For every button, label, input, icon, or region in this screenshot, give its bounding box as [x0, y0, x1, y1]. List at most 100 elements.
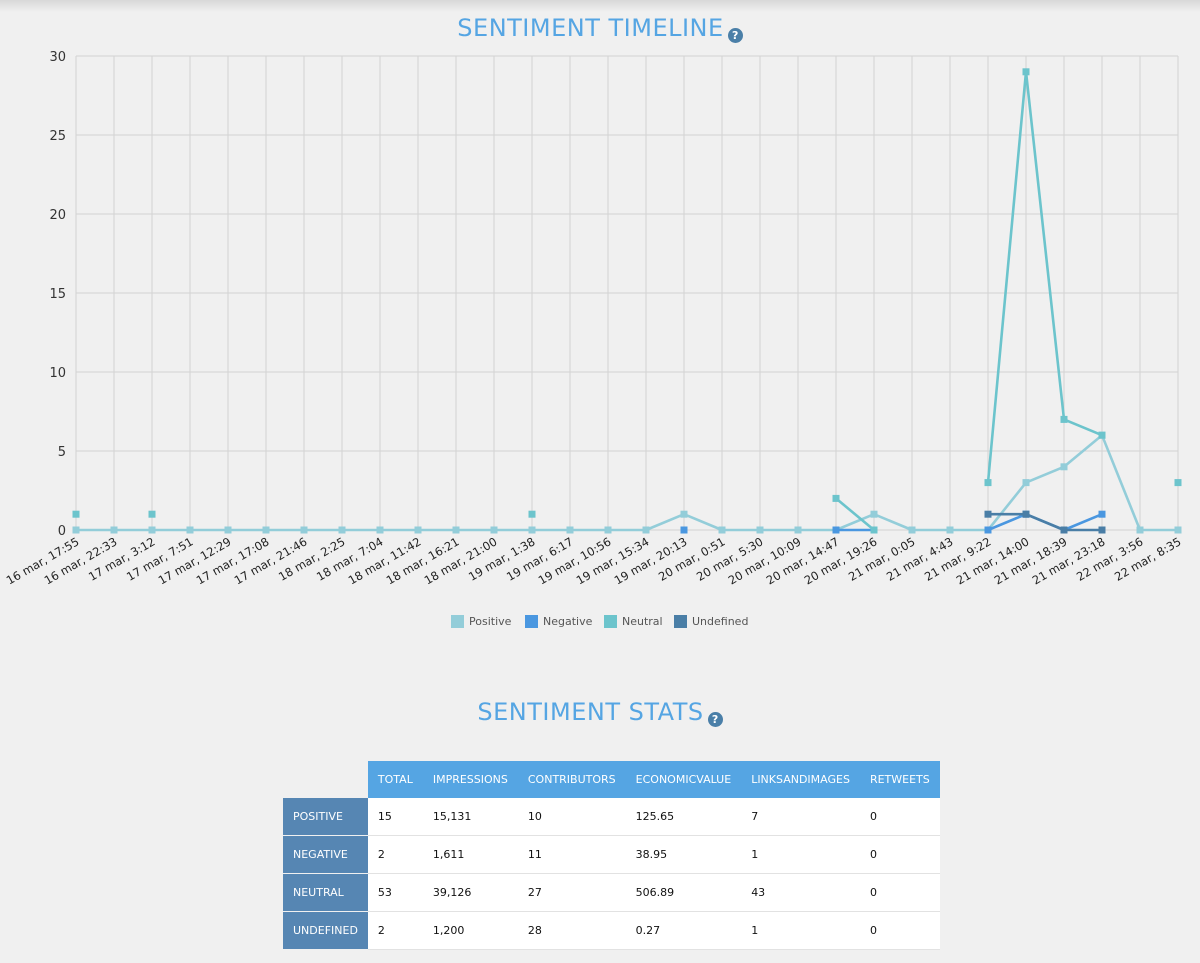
column-header: LINKSANDIMAGES [741, 761, 860, 798]
point-positive [528, 526, 536, 534]
point-negative [984, 526, 992, 534]
point-positive [794, 526, 802, 534]
table-row: POSITIVE 15 15,131 10 125.65 7 0 [283, 798, 940, 836]
table-cell: 1 [741, 835, 860, 874]
point-negative [1098, 510, 1106, 518]
table-row: UNDEFINED 2 1,200 28 0.27 1 0 [283, 911, 940, 950]
table-row: NEUTRAL 53 39,126 27 506.89 43 0 [283, 873, 940, 912]
point-positive [414, 526, 422, 534]
point-positive [452, 526, 460, 534]
table-cell: 1,200 [422, 911, 518, 950]
point-positive [1022, 479, 1030, 487]
sentiment-stats-table: TOTAL IMPRESSIONS CONTRIBUTORS ECONOMICV… [283, 761, 940, 950]
series-line-positive [76, 433, 1178, 532]
point-positive [490, 526, 498, 534]
table-cell: 28 [517, 911, 626, 950]
table-cell: 43 [741, 873, 860, 912]
point-positive [680, 510, 688, 518]
table-row: NEGATIVE 2 1,611 11 38.95 1 0 [283, 835, 940, 874]
point-positive [908, 526, 916, 534]
point-undefined [1098, 526, 1106, 534]
point-neutral [528, 510, 536, 518]
table-cell: 1,611 [422, 835, 518, 874]
point-undefined [984, 510, 992, 518]
series-line-undefined [988, 512, 1102, 532]
legend-label-neutral: Neutral [622, 615, 663, 628]
legend-label-negative: Negative [543, 615, 593, 628]
table-cell: 53 [367, 873, 423, 912]
point-neutral [72, 510, 80, 518]
point-positive [72, 526, 80, 534]
table-cell: 0.27 [625, 911, 742, 950]
legend-swatch-positive [451, 615, 464, 628]
point-positive [300, 526, 308, 534]
series-line-neutral [986, 70, 1103, 483]
table-cell: 2 [367, 911, 423, 950]
table-cell: 0 [859, 798, 940, 836]
timeline-title: SENTIMENT TIMELINE? [0, 14, 1200, 43]
legend-label-undefined: Undefined [692, 615, 748, 628]
table-cell: 1 [741, 911, 860, 950]
point-positive [186, 526, 194, 534]
row-label: UNDEFINED [283, 911, 368, 950]
table-cell: 506.89 [625, 873, 742, 912]
table-cell: 2 [367, 835, 423, 874]
legend-swatch-neutral [604, 615, 617, 628]
point-neutral [1098, 431, 1106, 439]
point-positive [642, 526, 650, 534]
table-corner [283, 761, 368, 798]
table-cell: 39,126 [422, 873, 518, 912]
legend-swatch-negative [525, 615, 538, 628]
series-line-neutral [835, 497, 875, 531]
point-positive [1060, 463, 1068, 471]
table-cell: 7 [741, 798, 860, 836]
point-neutral [148, 510, 156, 518]
point-neutral [832, 494, 840, 502]
timeline-title-text: SENTIMENT TIMELINE [457, 14, 724, 42]
point-positive [224, 526, 232, 534]
point-neutral [984, 479, 992, 487]
y-tick-label: 20 [49, 208, 66, 223]
point-positive [718, 526, 726, 534]
table-cell: 27 [517, 873, 626, 912]
row-label: NEGATIVE [283, 835, 368, 874]
table-cell: 0 [859, 873, 940, 912]
point-positive [756, 526, 764, 534]
legend-swatch-undefined [674, 615, 687, 628]
point-positive [376, 526, 384, 534]
point-positive [604, 526, 612, 534]
column-header: ECONOMICVALUE [625, 761, 742, 798]
table-cell: 15 [367, 798, 423, 836]
y-tick-label: 25 [49, 129, 66, 144]
stats-title: SENTIMENT STATS? [0, 698, 1200, 727]
column-header: IMPRESSIONS [422, 761, 518, 798]
y-tick-label: 30 [49, 50, 66, 65]
y-tick-label: 5 [58, 445, 66, 460]
help-icon[interactable]: ? [727, 28, 743, 43]
point-undefined [1022, 510, 1030, 518]
point-negative [680, 526, 688, 534]
point-undefined [1060, 526, 1068, 534]
point-positive [566, 526, 574, 534]
point-positive [870, 510, 878, 518]
row-label: NEUTRAL [283, 873, 368, 912]
table-cell: 11 [517, 835, 626, 874]
point-positive [946, 526, 954, 534]
help-icon[interactable]: ? [707, 712, 723, 727]
y-tick-label: 10 [49, 366, 66, 381]
point-neutral [1174, 479, 1182, 487]
point-positive [148, 526, 156, 534]
legend-label-positive: Positive [469, 615, 512, 628]
point-neutral [1022, 68, 1030, 76]
column-header: CONTRIBUTORS [517, 761, 626, 798]
point-positive [1174, 526, 1182, 534]
table-cell: 0 [859, 911, 940, 950]
point-positive [110, 526, 118, 534]
stats-title-text: SENTIMENT STATS [477, 698, 704, 726]
table-cell: 125.65 [625, 798, 742, 836]
point-positive [1136, 526, 1144, 534]
y-tick-label: 0 [58, 524, 66, 539]
y-tick-label: 15 [49, 287, 66, 302]
table-cell: 38.95 [625, 835, 742, 874]
